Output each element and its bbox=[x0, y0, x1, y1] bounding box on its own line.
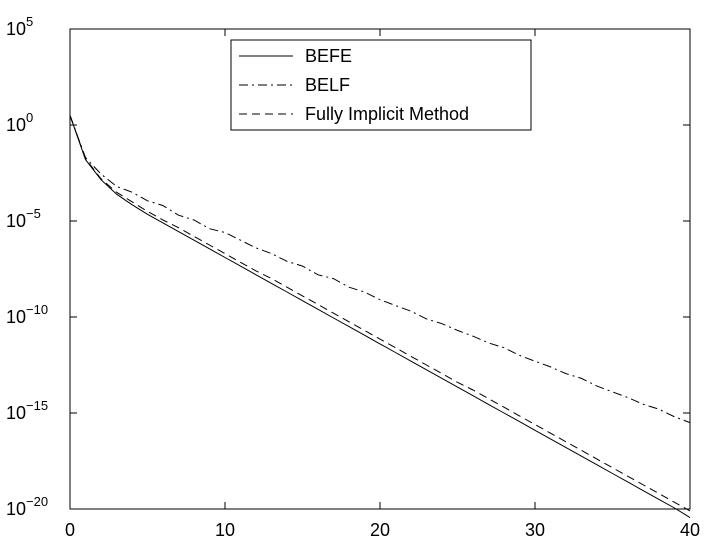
legend-label-1: BEFE bbox=[305, 46, 352, 66]
legend-label-3: Fully Implicit Method bbox=[305, 104, 469, 124]
y-tick-label: 10−5 bbox=[6, 206, 41, 231]
x-tick-label: 10 bbox=[215, 520, 235, 540]
x-tick-label: 0 bbox=[65, 520, 75, 540]
x-tick-label: 20 bbox=[370, 520, 390, 540]
series-line-1 bbox=[69, 115, 691, 519]
y-tick-label: 10−20 bbox=[6, 494, 48, 519]
legend: BEFE BELF Fully Implicit Method bbox=[230, 39, 532, 131]
y-tick-labels: 105 100 10−5 10−10 10−15 10−20 bbox=[6, 14, 48, 519]
series-layer bbox=[69, 115, 691, 519]
y-tick-label: 10−15 bbox=[6, 398, 48, 423]
x-tick-label: 30 bbox=[525, 520, 545, 540]
y-tick-label: 105 bbox=[6, 14, 33, 39]
x-tick-labels: 0 10 20 30 40 bbox=[65, 520, 700, 540]
series-line-2 bbox=[69, 115, 691, 424]
legend-label-2: BELF bbox=[305, 75, 350, 95]
y-tick-label: 100 bbox=[6, 110, 33, 135]
series-line-3 bbox=[69, 115, 691, 512]
x-tick-label: 40 bbox=[680, 520, 700, 540]
y-tick-label: 10−10 bbox=[6, 302, 48, 327]
axis-ticks bbox=[69, 28, 691, 510]
